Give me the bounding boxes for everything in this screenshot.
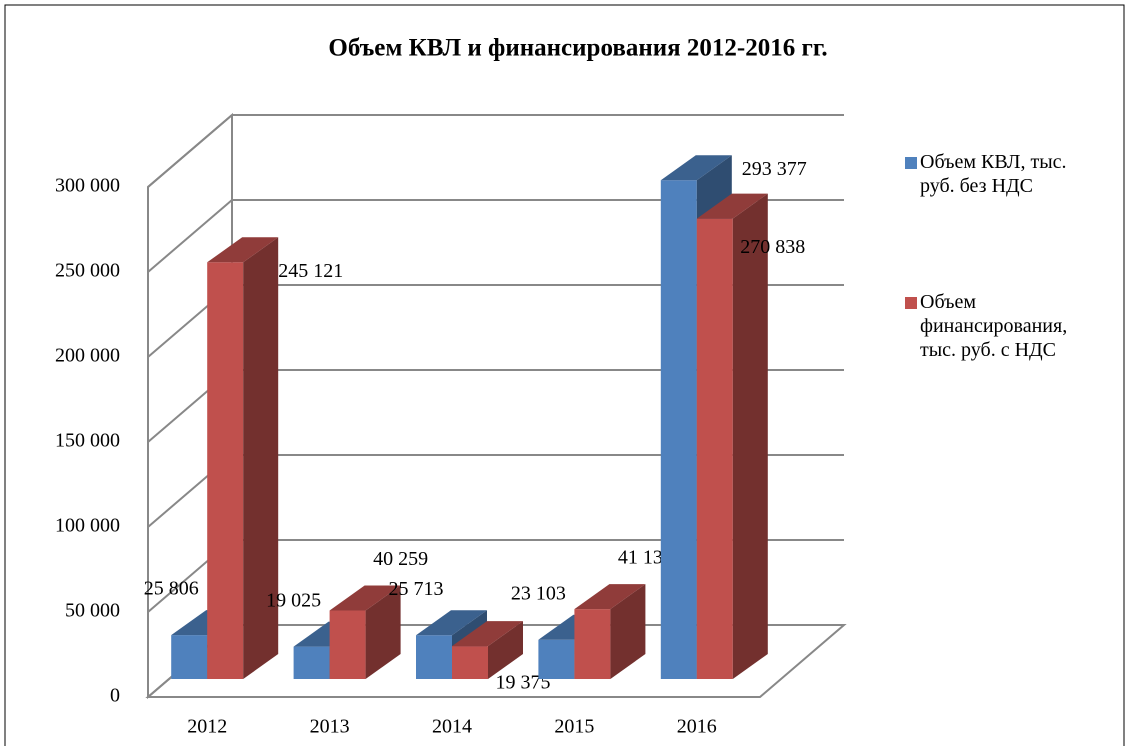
- bar-face: [574, 584, 646, 610]
- y-tick-label: 300 000: [55, 175, 120, 197]
- y-tick-label: 250 000: [55, 260, 120, 282]
- bar-face: [696, 193, 768, 219]
- x-tick-label: 2015: [554, 716, 594, 738]
- value-label: 41 133: [618, 547, 673, 569]
- legend-swatch: [905, 297, 917, 309]
- value-label: 23 103: [511, 582, 566, 604]
- legend-label: Объем КВЛ, тыс. руб. без НДС: [920, 151, 1067, 197]
- bar-face: [610, 584, 646, 679]
- x-tick-label: 2016: [677, 716, 717, 738]
- value-label: 19 375: [496, 672, 551, 694]
- bar: [574, 584, 646, 679]
- bar-face: [207, 262, 244, 679]
- bar-face: [293, 646, 330, 679]
- value-label: 245 121: [278, 260, 343, 282]
- bar-face: [732, 193, 768, 680]
- bar-face: [243, 237, 279, 679]
- bar-face: [416, 635, 452, 679]
- bar-face: [452, 646, 488, 679]
- bar-face: [207, 237, 279, 263]
- legend-label: Объем финансирования, тыс. руб. с НДС: [920, 291, 1068, 361]
- grid-line: [147, 199, 233, 273]
- bar-face: [329, 585, 401, 611]
- chart-title: Объем КВЛ и финансирования 2012-2016 гг.: [328, 35, 827, 62]
- value-label: 40 259: [373, 548, 428, 570]
- bar-face: [660, 155, 732, 181]
- y-tick-label: 0: [110, 685, 120, 707]
- bar-face: [171, 635, 208, 679]
- y-tick-label: 100 000: [55, 515, 120, 537]
- x-tick-label: 2014: [432, 716, 472, 738]
- bar-face: [365, 585, 401, 679]
- bar: [452, 621, 523, 679]
- x-tick-label: 2012: [187, 716, 227, 738]
- y-tick-label: 150 000: [55, 430, 120, 452]
- y-tick-label: 50 000: [65, 600, 120, 622]
- value-label: 25 713: [389, 578, 444, 600]
- bar-face: [574, 609, 611, 679]
- bar: [207, 237, 279, 679]
- value-label: 270 838: [740, 236, 805, 258]
- bar-face: [488, 621, 523, 679]
- grid-line: [147, 114, 233, 188]
- x-tick-label: 2013: [310, 716, 350, 738]
- bar: [329, 585, 401, 679]
- bar: [696, 193, 768, 680]
- bar-face: [538, 639, 575, 679]
- bar-face: [696, 218, 733, 680]
- chart-border: [4, 4, 1125, 746]
- bar-face: [452, 621, 523, 647]
- y-tick-label: 200 000: [55, 345, 120, 367]
- legend-swatch: [905, 157, 917, 169]
- bar-face: [416, 610, 487, 636]
- value-label: 25 806: [144, 578, 199, 600]
- bar-face: [329, 610, 366, 679]
- value-label: 293 377: [742, 158, 807, 180]
- value-label: 19 025: [266, 589, 321, 611]
- bar-face: [660, 180, 697, 679]
